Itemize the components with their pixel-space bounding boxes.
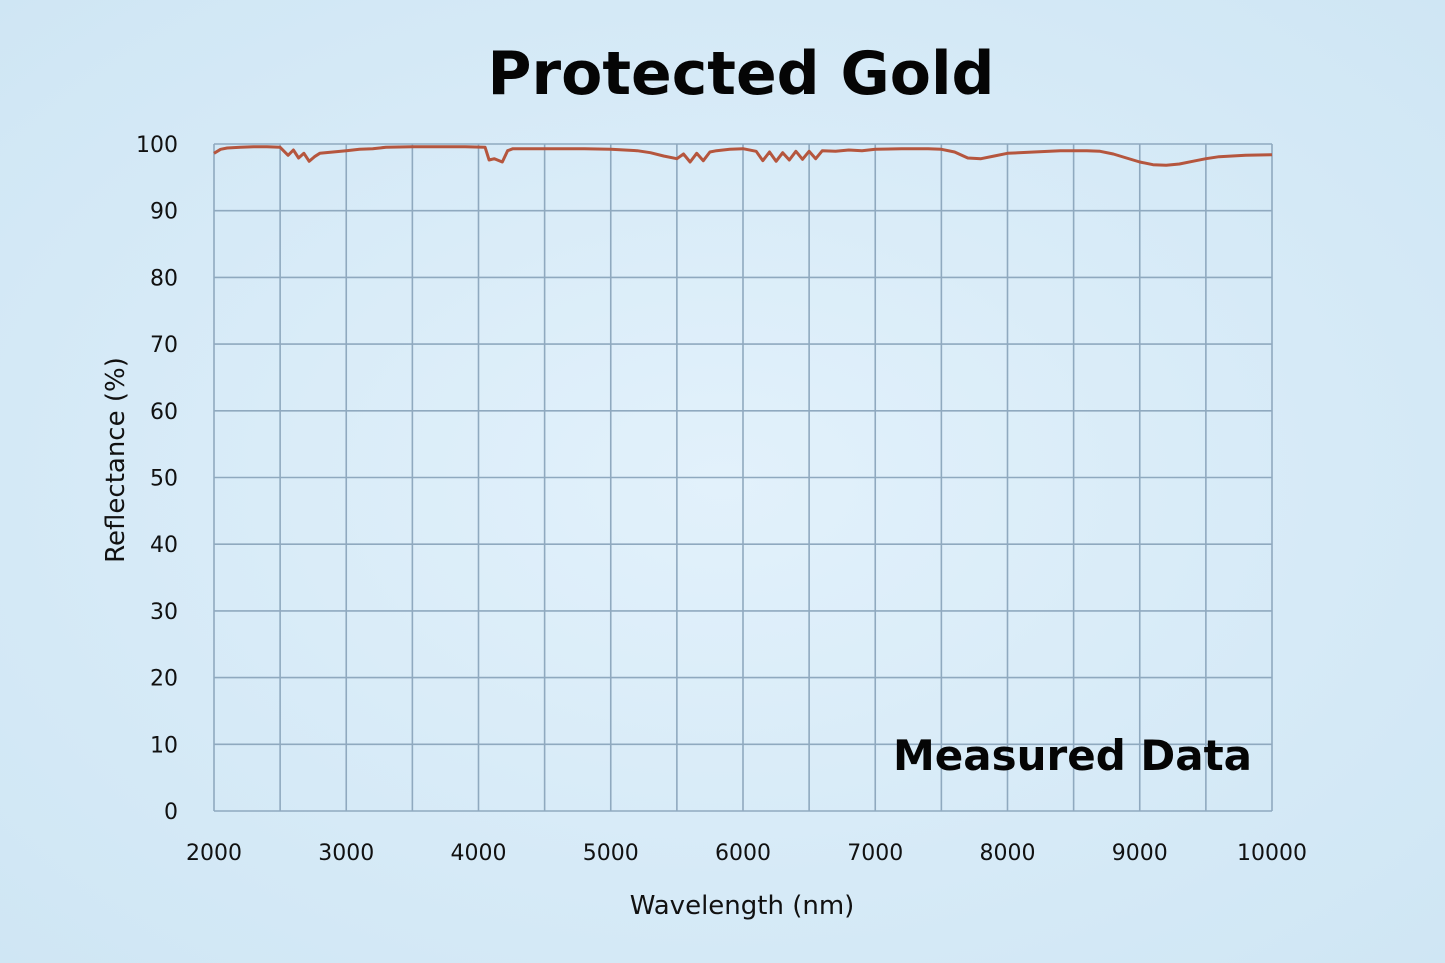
x-tick-labels: 2000 3000 4000 5000 6000 7000 8000 9000 10000 — [186, 841, 1307, 866]
y-tick-label: 10 — [150, 733, 178, 758]
x-tick-label: 5000 — [583, 841, 639, 866]
chart-title: Protected Gold — [488, 39, 995, 109]
measured-data-annotation: Measured Data — [893, 731, 1252, 780]
x-tick-label: 9000 — [1112, 841, 1168, 866]
x-tick-label: 10000 — [1237, 841, 1307, 866]
y-tick-label: 60 — [150, 400, 178, 425]
x-axis-label: Wavelength (nm) — [630, 891, 855, 921]
x-tick-label: 8000 — [980, 841, 1036, 866]
x-tick-label: 6000 — [715, 841, 771, 866]
grid — [213, 143, 1273, 812]
x-tick-label: 3000 — [318, 841, 374, 866]
y-tick-label: 40 — [150, 533, 178, 558]
y-tick-label: 70 — [150, 333, 178, 358]
y-tick-label: 90 — [150, 200, 178, 225]
y-axis-label: Reflectance (%) — [101, 357, 131, 563]
y-tick-label: 80 — [150, 266, 178, 291]
y-tick-label: 100 — [136, 133, 178, 158]
x-tick-label: 2000 — [186, 841, 242, 866]
y-tick-label: 30 — [150, 600, 178, 625]
y-tick-labels: 0 10 20 30 40 50 60 70 80 90 100 — [136, 133, 178, 825]
series-line — [213, 145, 1273, 167]
y-tick-label: 20 — [150, 667, 178, 692]
y-tick-label: 0 — [164, 800, 178, 825]
x-tick-label: 7000 — [847, 841, 903, 866]
x-tick-label: 4000 — [451, 841, 507, 866]
y-tick-label: 50 — [150, 467, 178, 492]
